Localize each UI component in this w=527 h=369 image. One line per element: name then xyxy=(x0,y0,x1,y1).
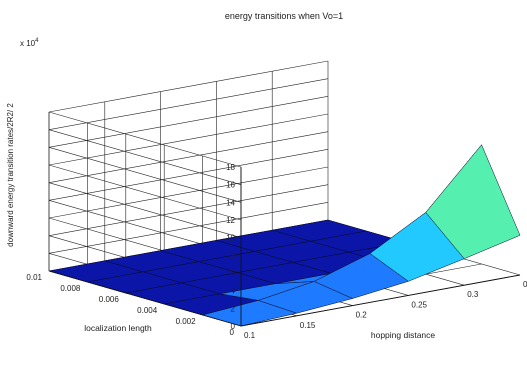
z-multiplier-base: x 10 xyxy=(20,39,36,48)
z-tick-label: 14 xyxy=(226,198,235,207)
z-axis-label: downward energy transition rates/2R2/ 2 xyxy=(6,103,15,247)
z-tick-label: 18 xyxy=(226,163,235,172)
x-tick-label: 0.2 xyxy=(356,311,368,320)
z-tick-label: 4 xyxy=(231,287,236,296)
y-tick-label: 0.002 xyxy=(176,317,197,326)
grid-line-left-wall-z xyxy=(48,164,242,221)
surface-patch xyxy=(425,144,521,260)
x-tick-label: 0.35 xyxy=(523,280,527,289)
chart-title: energy transitions when Vo=1 xyxy=(225,11,343,21)
x-tick-label: 0.1 xyxy=(244,331,256,340)
grid-line-left-wall-z xyxy=(48,147,242,203)
grid-line-back-wall-z xyxy=(48,184,329,236)
x-tick-label: 0.15 xyxy=(300,321,316,330)
surface-plot xyxy=(48,144,521,327)
x-tick-label: 0.3 xyxy=(467,290,479,299)
grid-line-back-wall-z xyxy=(48,96,329,148)
grid-line-back-wall-z xyxy=(48,113,329,166)
back-wall xyxy=(49,61,328,271)
z-multiplier-exponent: 4 xyxy=(35,38,39,44)
tick-labels: 0 2 4 6 8 10 12 14 16 18 0 0.002 0.004 0.006 0.008 0.01… xyxy=(26,163,527,340)
z-tick-label: 10 xyxy=(226,234,235,243)
y-tick-label: 0 xyxy=(230,328,235,337)
grid-line-left-wall-z xyxy=(48,111,242,168)
grid-line-left-wall-z xyxy=(48,129,242,185)
chart-axes-frame xyxy=(48,167,521,327)
y-tick-label: 0.004 xyxy=(137,306,158,315)
grid-line-back-wall-z xyxy=(48,131,329,183)
z-tick-label: 12 xyxy=(226,216,235,225)
grid-line-back-wall-z xyxy=(48,60,329,113)
grid-line-back-wall-z xyxy=(48,149,329,201)
y-tick-label: 0.01 xyxy=(26,273,42,282)
grid-line-back-wall-z xyxy=(48,78,329,130)
y-axis-label: localization length xyxy=(84,323,152,333)
z-tick-label: 2 xyxy=(231,304,236,313)
z-tick-label: 16 xyxy=(226,181,235,190)
x-axis-label: hopping distance xyxy=(371,330,436,340)
grid-line-left-wall-z xyxy=(48,182,242,238)
z-multiplier: x 104 xyxy=(20,38,39,48)
z-tick-label: 8 xyxy=(231,251,236,260)
z-tick-label: 0 xyxy=(231,322,236,331)
z-tick-label: 6 xyxy=(231,269,236,278)
axis-frame-edge xyxy=(48,270,242,327)
x-tick-label: 0.25 xyxy=(411,300,427,309)
grid-line-back-wall-z xyxy=(48,166,329,219)
grid-line-back-wall-z xyxy=(48,202,329,254)
y-tick-label: 0.008 xyxy=(60,284,81,293)
y-tick-label: 0.006 xyxy=(99,295,120,304)
axis-frame-edge xyxy=(240,274,521,327)
